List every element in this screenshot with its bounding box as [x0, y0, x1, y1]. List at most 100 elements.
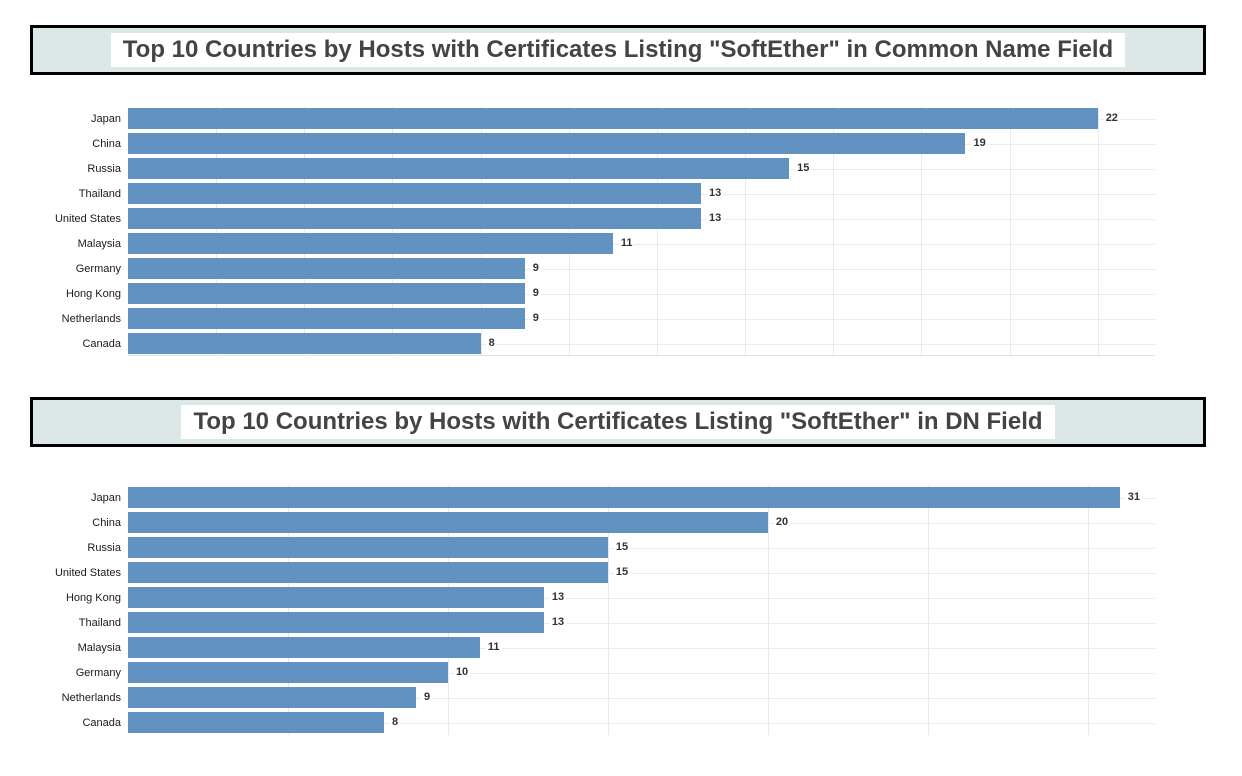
bar-row: Japan 22 [0, 106, 1155, 131]
bar-hong-kong[interactable] [128, 587, 544, 608]
chart-title-common-name: Top 10 Countries by Hosts with Certifica… [110, 33, 1126, 67]
value-label: 13 [549, 616, 567, 629]
category-gridline [128, 547, 1155, 549]
category-gridline [128, 697, 1155, 699]
x-gridline [392, 106, 394, 355]
bar-row: Thailand 13 [0, 610, 1155, 635]
bar-russia[interactable] [128, 537, 608, 558]
bar-netherlands[interactable] [128, 308, 525, 329]
bar-malaysia[interactable] [128, 233, 613, 254]
x-gridline [287, 485, 289, 735]
plot-area-row: 8 [128, 331, 1155, 356]
value-label: 8 [486, 337, 497, 350]
category-label: Canada [82, 716, 121, 729]
category-gridline [128, 597, 1155, 599]
category-gridline [128, 672, 1155, 674]
value-label: 8 [389, 716, 401, 729]
plot-area-row: 15 [128, 156, 1155, 181]
category-label: Russia [87, 541, 121, 554]
category-label: United States [54, 566, 121, 579]
bar-row: Netherlands 9 [0, 685, 1155, 710]
bar-germany[interactable] [128, 258, 525, 279]
bar-row: Thailand 13 [0, 181, 1155, 206]
bar-row: Netherlands 9 [0, 306, 1155, 331]
category-label: Malaysia [77, 237, 121, 250]
plot-area-row: 19 [128, 131, 1155, 156]
x-gridline [480, 106, 482, 355]
category-gridline [128, 318, 1155, 320]
plot-area-row: 22 [128, 106, 1155, 131]
category-label: Canada [82, 337, 121, 350]
plot-area-row: 13 [128, 206, 1155, 231]
plot-area-row: 13 [128, 585, 1155, 610]
category-gridline [128, 293, 1155, 295]
category-label: Netherlands [61, 312, 121, 325]
bar-chart-dn: Japan 31 China 20 Russia 15 United States 15 Hon… [0, 485, 1155, 735]
bar-united-states[interactable] [128, 562, 608, 583]
value-label: 22 [1103, 112, 1120, 125]
bar-row: Hong Kong 13 [0, 585, 1155, 610]
bar-china[interactable] [128, 133, 966, 154]
bar-netherlands[interactable] [128, 687, 416, 708]
plot-area-row: 15 [128, 560, 1155, 585]
bar-hong-kong[interactable] [128, 283, 525, 304]
x-grid [128, 106, 1155, 356]
value-label: 15 [613, 541, 631, 554]
bar-row: Russia 15 [0, 156, 1155, 181]
value-label: 13 [707, 187, 724, 200]
x-gridline [216, 106, 218, 355]
value-label: 9 [530, 262, 541, 275]
bar-chart-common-name: Japan 22 China 19 Russia 15 Thailand 13 United S… [0, 106, 1155, 356]
x-gridline [767, 485, 769, 735]
bar-row: Germany 9 [0, 256, 1155, 281]
bar-united-states[interactable] [128, 208, 701, 229]
category-label: Germany [75, 262, 121, 275]
bar-thailand[interactable] [128, 183, 701, 204]
bar-china[interactable] [128, 512, 768, 533]
bar-japan[interactable] [128, 487, 1120, 508]
chart-title-dn: Top 10 Countries by Hosts with Certifica… [181, 405, 1055, 439]
bar-thailand[interactable] [128, 612, 544, 633]
bar-row: Malaysia 11 [0, 231, 1155, 256]
value-label: 13 [549, 591, 567, 604]
bar-row: Malaysia 11 [0, 635, 1155, 660]
x-gridline [447, 485, 449, 735]
x-gridline [1097, 106, 1099, 355]
value-label: 15 [613, 566, 631, 579]
plot-area-row: 31 [128, 485, 1155, 510]
x-gridline [304, 106, 306, 355]
category-label: Russia [87, 162, 121, 175]
category-gridline [128, 243, 1155, 245]
bar-germany[interactable] [128, 662, 448, 683]
x-gridline [1009, 106, 1011, 355]
plot-area-row: 15 [128, 535, 1155, 560]
value-label: 19 [971, 137, 988, 150]
bar-russia[interactable] [128, 158, 790, 179]
plot-area-row: 11 [128, 635, 1155, 660]
value-label: 11 [618, 237, 635, 250]
bar-row: China 20 [0, 510, 1155, 535]
category-label: China [92, 137, 121, 150]
bar-malaysia[interactable] [128, 637, 480, 658]
x-gridline [921, 106, 923, 355]
value-label: 11 [485, 641, 502, 654]
bar-row: China 19 [0, 131, 1155, 156]
plot-area-row: 9 [128, 685, 1155, 710]
bar-japan[interactable] [128, 108, 1098, 129]
category-label: Netherlands [61, 691, 121, 704]
category-gridline [128, 268, 1155, 270]
bar-row: United States 15 [0, 560, 1155, 585]
value-label: 9 [530, 287, 541, 300]
category-label: Thailand [78, 187, 121, 200]
value-label: 13 [707, 212, 724, 225]
category-label: Japan [91, 491, 121, 504]
plot-area-row: 13 [128, 610, 1155, 635]
x-gridline [833, 106, 835, 355]
plot-area-row: 10 [128, 660, 1155, 685]
category-label: Germany [75, 666, 121, 679]
value-label: 31 [1125, 491, 1143, 504]
value-label: 15 [795, 162, 812, 175]
bar-canada[interactable] [128, 333, 481, 354]
category-label: Japan [91, 112, 121, 125]
bar-canada[interactable] [128, 712, 384, 733]
